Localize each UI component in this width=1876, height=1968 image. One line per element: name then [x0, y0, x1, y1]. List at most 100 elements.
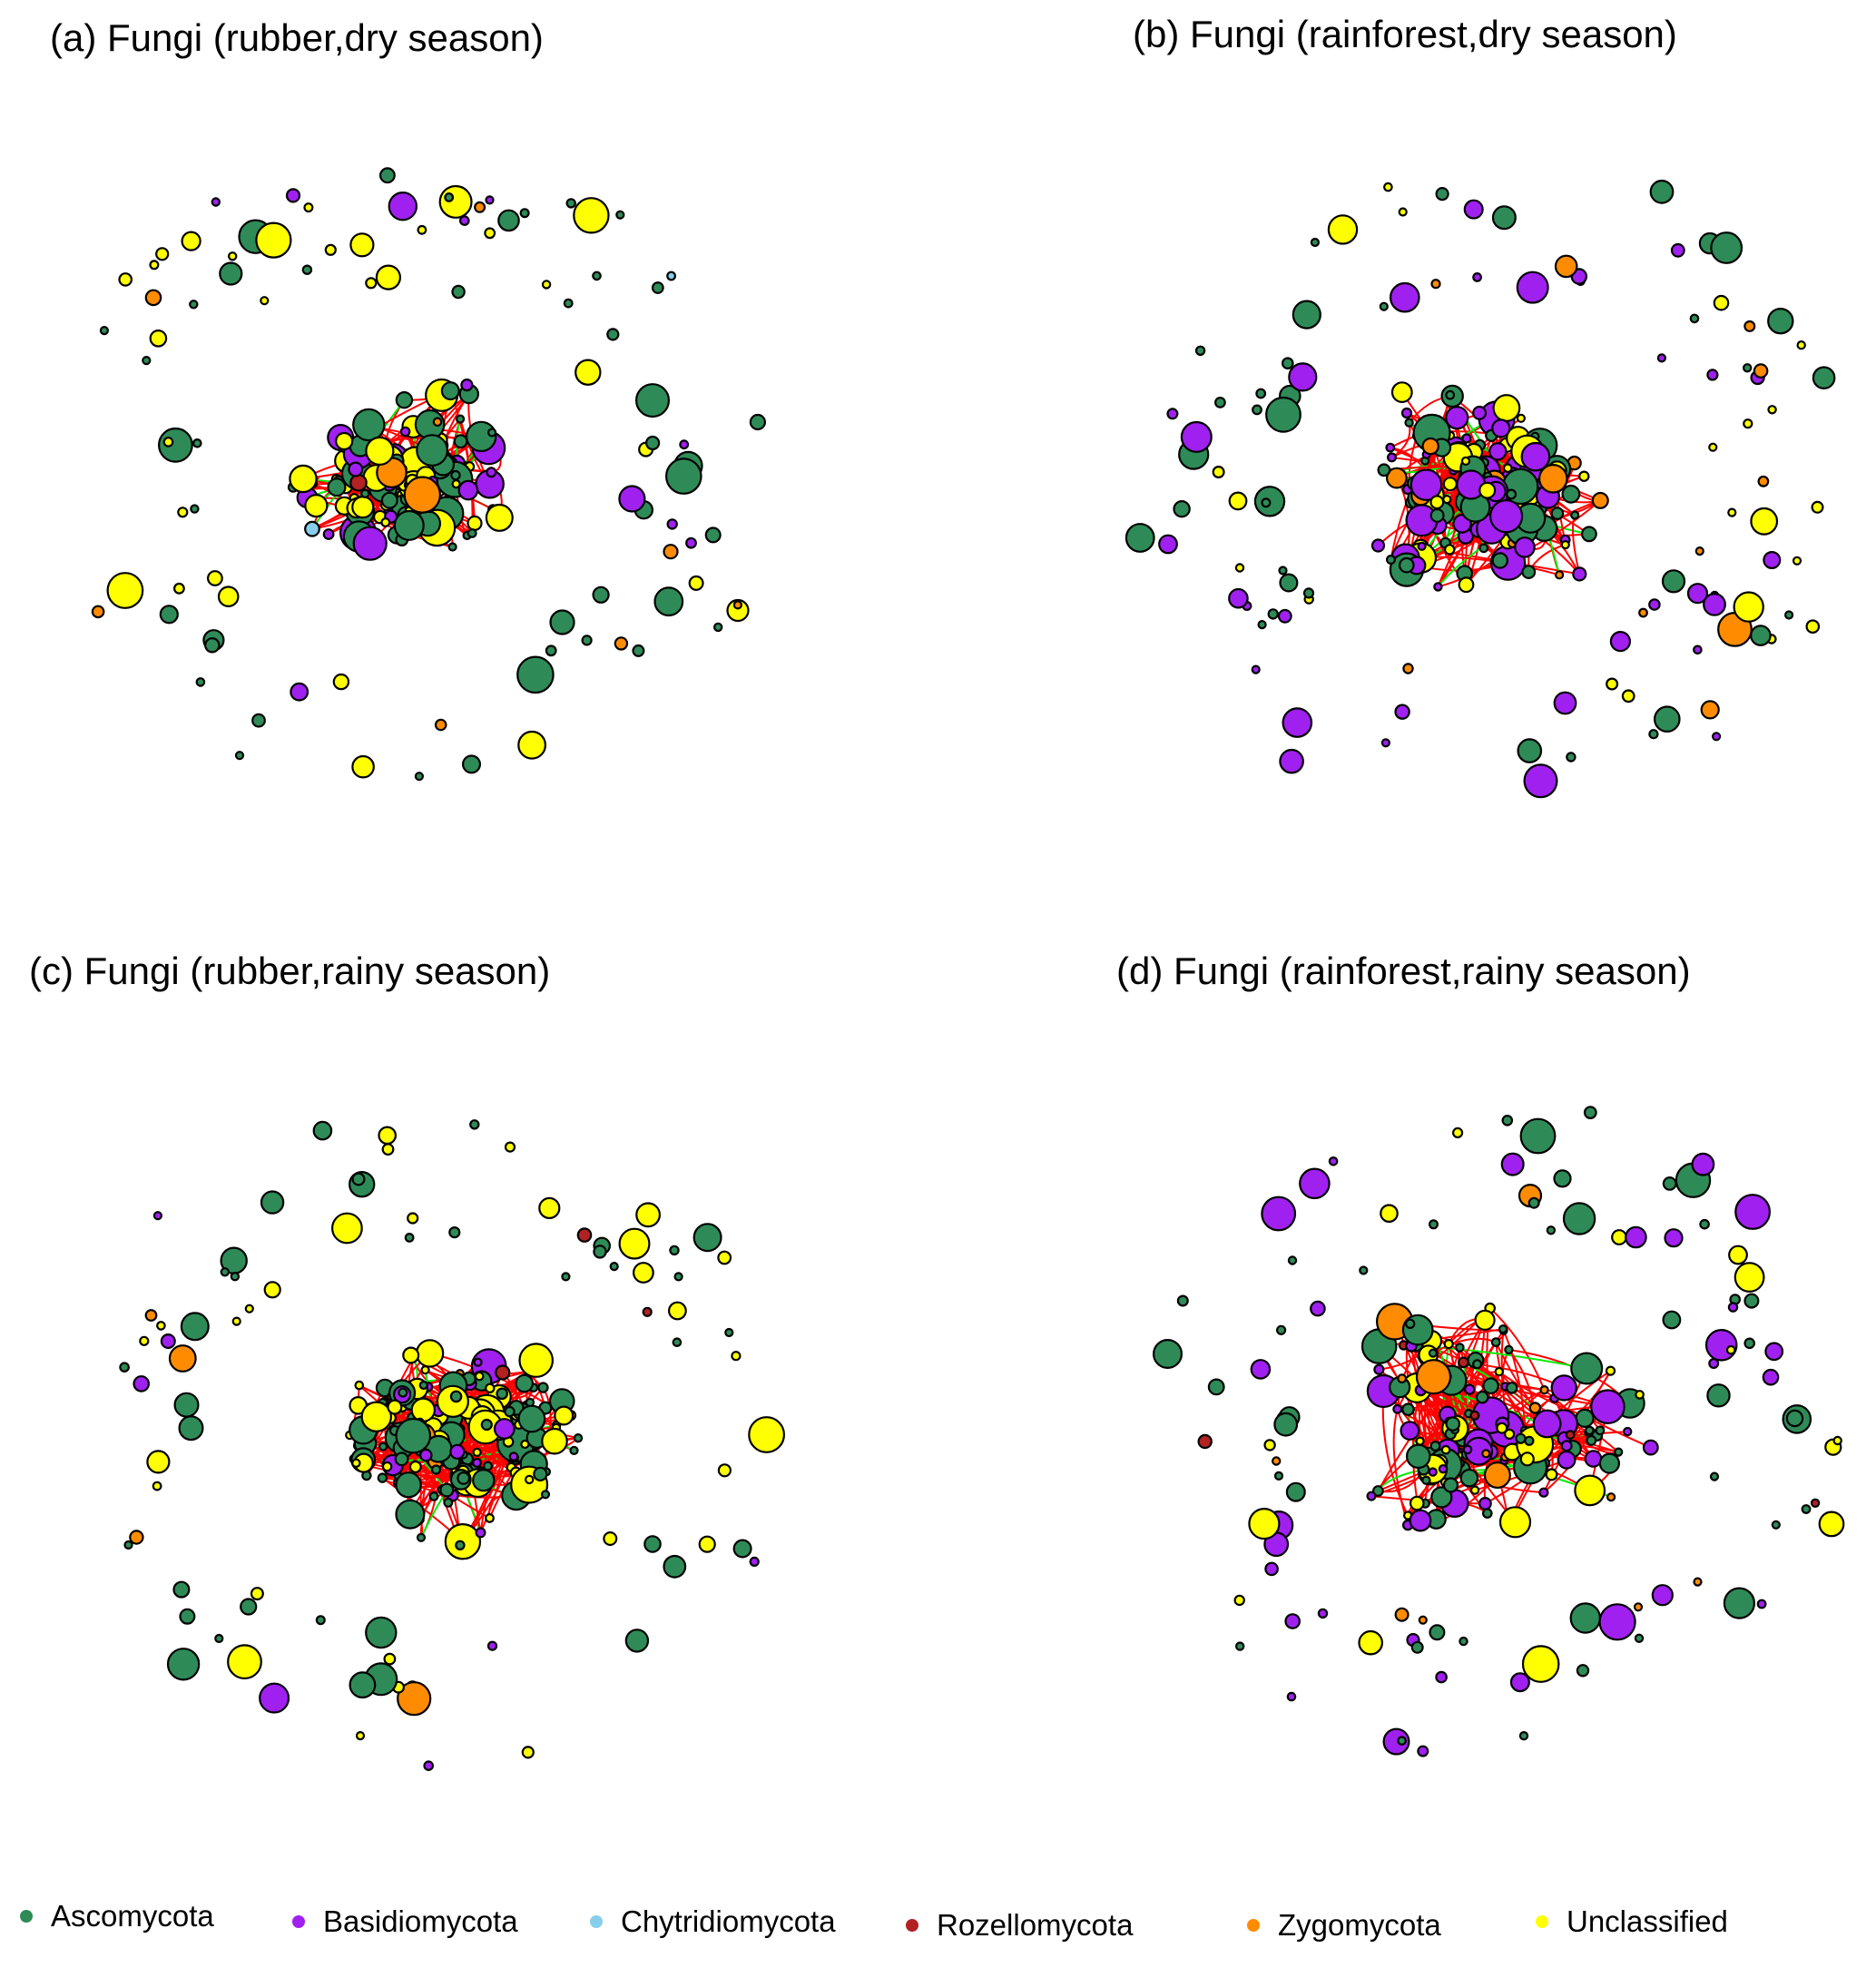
node-basidiomycota [1180, 420, 1213, 453]
network-panel-c [119, 1119, 785, 1771]
node-ascomycota [632, 644, 645, 657]
node-unclassified [541, 1427, 568, 1455]
node-basidiomycota [1656, 353, 1667, 363]
node-basidiomycota [457, 479, 479, 501]
node-ascomycota [395, 1471, 422, 1499]
node-unclassified [1358, 1629, 1383, 1656]
node-ascomycota [1401, 1402, 1415, 1416]
node-basidiomycota [388, 191, 417, 221]
node-basidiomycota [475, 1527, 486, 1539]
node-unclassified [407, 1212, 419, 1225]
node-basidiomycota [211, 197, 221, 207]
panel-c-title: (c) Fungi (rubber,rainy season) [29, 950, 551, 992]
node-basidiomycota [1251, 664, 1261, 674]
node-basidiomycota [1500, 1152, 1525, 1176]
node-unclassified [541, 280, 552, 290]
node-unclassified [1498, 1506, 1532, 1539]
node-ascomycota [312, 1120, 333, 1141]
node-ascomycota [673, 1272, 683, 1282]
node-ascomycota [1398, 556, 1415, 574]
node-basidiomycota [1435, 1670, 1448, 1684]
node-unclassified [1560, 540, 1570, 550]
node-unclassified [149, 329, 168, 348]
node-ascomycota [1750, 625, 1772, 646]
legend-label: Zygomycota [1278, 1908, 1441, 1942]
legend-label: Chytridiomycota [621, 1904, 836, 1938]
node-unclassified [1818, 1510, 1845, 1538]
node-ascomycota [451, 284, 466, 300]
node-unclassified [1743, 418, 1753, 429]
node-ascomycota [1267, 608, 1279, 620]
node-zygomycota [1554, 570, 1565, 580]
node-unclassified [177, 507, 189, 518]
node-basidiomycota [1366, 1491, 1377, 1501]
node-ascomycota [1743, 1293, 1760, 1309]
node-ascomycota [394, 1451, 409, 1467]
node-basidiomycota [1317, 1608, 1329, 1619]
node-zygomycota [614, 636, 629, 651]
node-ascomycota [540, 1490, 551, 1500]
node-ascomycota [99, 326, 110, 336]
node-ascomycota [1583, 1106, 1597, 1119]
node-unclassified [1234, 563, 1245, 573]
node-unclassified [472, 1447, 482, 1457]
node-rozellomycota [1197, 1433, 1213, 1450]
node-basidiomycota [1590, 1389, 1626, 1425]
node-ascomycota [179, 1608, 196, 1625]
node-zygomycota [1397, 1373, 1408, 1384]
node-ascomycota [404, 1232, 415, 1243]
node-basidiomycota [1708, 1358, 1720, 1370]
node-unclassified [698, 1535, 716, 1553]
node-basidiomycota [1382, 1727, 1410, 1756]
node-ascomycota [1207, 1378, 1225, 1396]
node-basidiomycota [1463, 199, 1484, 220]
node-ascomycota [443, 1497, 454, 1508]
node-unclassified [1811, 500, 1824, 514]
node-basidiomycota [1417, 541, 1427, 551]
node-basidiomycota [1370, 538, 1386, 553]
node-ascomycota [1435, 186, 1449, 202]
node-ascomycota [1194, 345, 1206, 356]
node-ascomycota [1379, 301, 1389, 311]
node-ascomycota [1397, 1736, 1407, 1746]
node-unclassified [1727, 507, 1737, 517]
node-unclassified [255, 221, 292, 259]
node-unclassified [485, 1513, 495, 1523]
network-panel-a [91, 167, 767, 782]
legend-dot-icon [292, 1915, 305, 1928]
node-zygomycota [129, 1530, 144, 1545]
legend-ascomycota: Ascomycota [20, 1899, 214, 1934]
node-unclassified [474, 1371, 485, 1382]
node-ascomycota [563, 298, 574, 309]
node-unclassified [303, 202, 314, 213]
node-ascomycota [1125, 523, 1155, 553]
node-ascomycota [1569, 1602, 1602, 1634]
node-ascomycota [1570, 510, 1580, 520]
node-unclassified [504, 1141, 516, 1153]
node-ascomycota [180, 1312, 210, 1342]
node-ascomycota [1498, 1324, 1508, 1334]
node-ascomycota [448, 1226, 461, 1239]
node-zygomycota [1539, 1385, 1549, 1395]
node-ascomycota [663, 1554, 687, 1579]
positive-edge [1432, 1337, 1497, 1354]
node-ascomycota [1273, 1412, 1299, 1437]
node-ascomycota [1265, 396, 1301, 433]
node-ascomycota [439, 1482, 455, 1498]
node-zygomycota [1753, 363, 1769, 379]
node-unclassified [1443, 1339, 1454, 1350]
node-basidiomycota [1166, 408, 1179, 420]
node-ascomycota [1285, 1481, 1306, 1502]
node-unclassified [603, 1530, 618, 1546]
positive-edge [1392, 1409, 1409, 1526]
node-basidiomycota [618, 485, 646, 513]
node-unclassified [1478, 481, 1497, 499]
node-zygomycota [432, 417, 443, 428]
node-unclassified [1792, 556, 1802, 566]
node-ascomycota [1430, 1486, 1453, 1509]
node-unclassified [1516, 413, 1526, 423]
node-ascomycota [480, 1418, 493, 1432]
node-ascomycota [634, 383, 670, 418]
node-ascomycota [469, 1119, 480, 1130]
node-unclassified [731, 1351, 742, 1362]
